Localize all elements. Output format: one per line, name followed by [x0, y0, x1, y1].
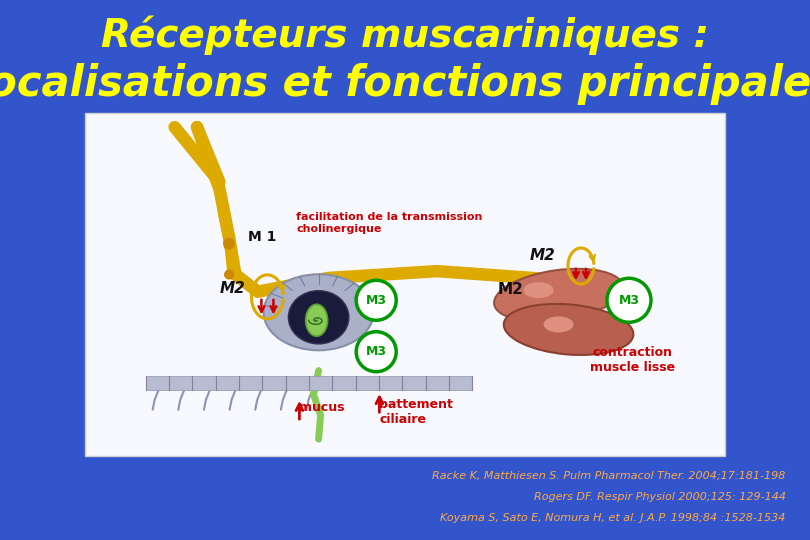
Text: Racke K, Matthiesen S. Pulm Pharmacol Ther. 2004;17:181-198: Racke K, Matthiesen S. Pulm Pharmacol Th…	[433, 470, 786, 480]
Text: M2: M2	[530, 248, 556, 263]
Text: Rogers DF. Respir Physiol 2000;125: 129-144: Rogers DF. Respir Physiol 2000;125: 129-…	[534, 492, 786, 502]
Text: Récepteurs muscariniques :: Récepteurs muscariniques :	[101, 15, 709, 55]
Ellipse shape	[288, 291, 349, 344]
Text: M2: M2	[498, 282, 523, 298]
Text: contraction
muscle lisse: contraction muscle lisse	[590, 346, 675, 374]
Circle shape	[223, 238, 235, 249]
Text: M3: M3	[365, 294, 386, 307]
Ellipse shape	[494, 269, 623, 321]
Ellipse shape	[523, 282, 553, 298]
Text: facilitation de la transmission
cholinergique: facilitation de la transmission choliner…	[296, 212, 483, 234]
Circle shape	[224, 269, 234, 280]
Text: M3: M3	[619, 294, 639, 307]
Text: localisations et fonctions principales: localisations et fonctions principales	[0, 63, 810, 105]
Text: battement
ciliaire: battement ciliaire	[379, 398, 454, 426]
Circle shape	[356, 280, 396, 320]
Bar	[146, 376, 472, 390]
Ellipse shape	[305, 304, 327, 336]
Text: M2: M2	[220, 281, 245, 296]
Bar	[85, 113, 725, 456]
Circle shape	[356, 332, 396, 372]
Ellipse shape	[504, 304, 633, 355]
Ellipse shape	[544, 316, 573, 333]
Ellipse shape	[263, 274, 373, 350]
Circle shape	[607, 278, 651, 322]
Text: mucus: mucus	[300, 401, 345, 414]
Text: Koyama S, Sato E, Nomura H, et al. J.A.P. 1998;84 :1528-1534: Koyama S, Sato E, Nomura H, et al. J.A.P…	[441, 514, 786, 523]
Text: M3: M3	[365, 345, 386, 358]
Text: M 1: M 1	[248, 230, 276, 244]
